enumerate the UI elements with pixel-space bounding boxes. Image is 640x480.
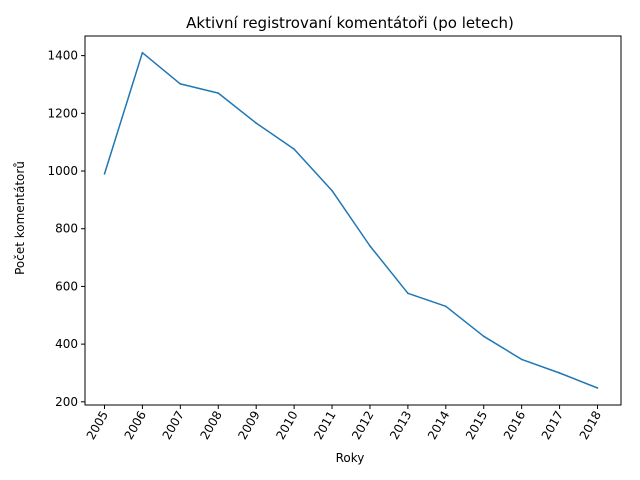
- x-tick-label: 2016: [501, 409, 528, 442]
- series-line: [103, 51, 598, 389]
- data-point: [255, 122, 257, 124]
- data-point: [141, 51, 144, 54]
- data-point: [293, 148, 295, 150]
- x-tick-label: 2018: [577, 409, 604, 442]
- data-point: [596, 387, 599, 389]
- data-point: [217, 92, 220, 94]
- y-tick-label: 400: [55, 337, 78, 351]
- x-axis: 2005 2006 2007 2008 2009 2010 2011 2012 2013 2014…: [84, 405, 604, 442]
- y-tick-label: 200: [55, 395, 78, 409]
- data-point: [407, 292, 409, 295]
- x-tick-label: 2008: [197, 409, 224, 442]
- x-tick-label: 2006: [122, 409, 149, 442]
- data-point: [445, 305, 447, 308]
- x-axis-label: Roky: [336, 451, 365, 465]
- y-axis: 200 400 600 800 1000 1200 1400: [47, 49, 85, 409]
- chart-title: Aktivní registrovaní komentátoři (po let…: [186, 14, 514, 32]
- x-tick-label: 2015: [463, 409, 490, 442]
- x-tick-label: 2005: [84, 409, 111, 442]
- data-point: [482, 335, 485, 338]
- y-tick-label: 600: [55, 279, 78, 293]
- x-tick-label: 2012: [349, 409, 376, 442]
- y-tick-label: 1000: [47, 164, 78, 178]
- x-tick-label: 2010: [273, 409, 300, 442]
- x-tick-label: 2014: [425, 409, 452, 442]
- plot-area-frame: [84, 35, 622, 406]
- y-tick-label: 800: [55, 222, 78, 236]
- x-tick-label: 2011: [311, 409, 338, 442]
- x-tick-label: 2017: [539, 409, 566, 442]
- data-point: [103, 173, 106, 175]
- y-tick-label: 1400: [47, 49, 78, 63]
- x-tick-label: 2013: [387, 409, 414, 442]
- y-tick-label: 1200: [47, 106, 78, 120]
- series-layer: [103, 51, 599, 389]
- y-axis-label: Počet komentátorů: [13, 161, 27, 275]
- data-point: [179, 83, 182, 85]
- data-point: [369, 245, 371, 247]
- data-point: [331, 189, 333, 192]
- x-tick-label: 2009: [235, 409, 262, 442]
- x-tick-label: 2007: [160, 409, 187, 442]
- data-point: [520, 358, 523, 361]
- data-point: [558, 372, 561, 374]
